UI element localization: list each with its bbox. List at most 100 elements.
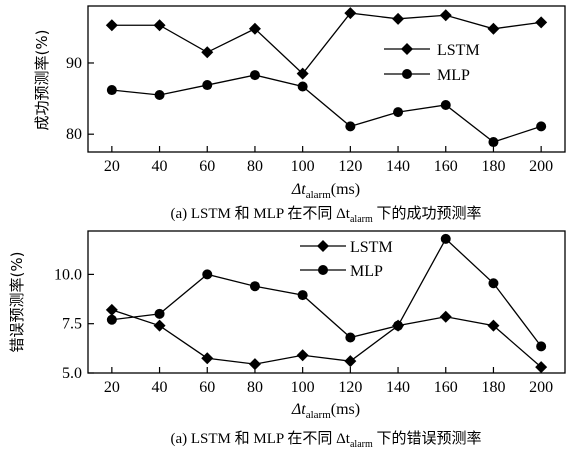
chart-2-series xyxy=(105,233,548,374)
chart-2-y-tick-label: 7.5 xyxy=(62,316,82,333)
chart-2-caption-sub: alarm xyxy=(350,439,373,450)
chart-2-x-axis-label: Δtalarm(ms) xyxy=(291,401,360,421)
chart-2-lstm-point xyxy=(487,319,500,332)
chart-2: 20 40 60 80 100 120 140 160 180 200 5.0 7.5 10.0 错误预… xyxy=(8,230,566,450)
chart-2-mlp-point xyxy=(297,290,308,301)
chart-1-lstm-point xyxy=(153,19,166,32)
chart-2-plot-frame xyxy=(87,230,566,374)
chart-1-x-tick-label: 100 xyxy=(291,158,315,175)
chart-2-x-tick-label: 140 xyxy=(386,379,410,396)
chart-1-legend-lstm-label: LSTM xyxy=(437,42,480,59)
chart-2-legend-mlp-marker xyxy=(318,265,328,275)
chart-2-mlp-point xyxy=(154,308,165,319)
chart-2-mlp-point xyxy=(202,269,213,280)
chart-2-x-tick-label: 20 xyxy=(104,379,120,396)
chart-1-x-axis-label-main: Δt xyxy=(291,181,306,198)
chart-1-mlp-point xyxy=(154,90,165,101)
chart-1-x-tick-label: 20 xyxy=(104,158,120,175)
chart-1-lstm-point xyxy=(296,67,309,80)
chart-1-x-axis-label-sub: alarm xyxy=(306,189,331,201)
chart-2-legend-lstm-label: LSTM xyxy=(350,239,393,256)
chart-2-x-tick-label: 120 xyxy=(338,379,362,396)
chart-1-mlp-point xyxy=(249,70,260,81)
chart-1-mlp-point xyxy=(536,121,547,132)
chart-1-x-tick-label: 200 xyxy=(529,158,553,175)
chart-1-legend-lstm-marker xyxy=(401,43,413,55)
chart-2-x-tick-label: 80 xyxy=(247,379,263,396)
chart-1-caption-post: 下的成功预测率 xyxy=(373,205,482,222)
chart-1-legend-mlp-marker xyxy=(402,69,412,79)
chart-2-lstm-point xyxy=(201,352,214,365)
chart-1-plot-frame xyxy=(87,5,566,153)
chart-1-legend: LSTM MLP xyxy=(384,42,480,84)
chart-1-lstm-point xyxy=(439,9,452,22)
chart-2-caption: (a) LSTM 和 MLP 在不同 Δtalarm 下的错误预测率 xyxy=(170,430,481,450)
chart-1-x-tick-label: 60 xyxy=(199,158,215,175)
chart-1-x-axis-label-unit: (ms) xyxy=(331,181,360,198)
chart-1-y-axis-label: 成功预测率(%) xyxy=(33,30,51,131)
chart-1-legend-mlp-label: MLP xyxy=(437,67,470,84)
chart-2-x-tick-label: 200 xyxy=(529,379,553,396)
chart-1-y-tick-label: 80 xyxy=(66,126,82,143)
chart-2-mlp-point xyxy=(440,233,451,244)
chart-2-ticks: 20 40 60 80 100 120 140 160 180 200 5.0 7.5 10.0 xyxy=(54,266,553,396)
chart-2-lstm-point xyxy=(296,349,309,362)
chart-2-y-tick-label: 5.0 xyxy=(62,365,82,382)
chart-1-series-lstm-line xyxy=(111,12,542,75)
chart-1-mlp-point xyxy=(440,99,451,110)
chart-2-mlp-point xyxy=(488,278,499,289)
chart-1-x-tick-label: 160 xyxy=(434,158,458,175)
chart-1-caption-pre: (a) LSTM 和 MLP 在不同 Δt xyxy=(170,205,350,222)
chart-1-ticks: 20 40 60 80 100 120 140 160 180 200 80 90 xyxy=(66,55,553,175)
chart-2-x-tick-label: 160 xyxy=(434,379,458,396)
chart-1-x-tick-label: 140 xyxy=(386,158,410,175)
chart-1-lstm-point xyxy=(248,22,261,35)
chart-1-x-axis-label: Δtalarm(ms) xyxy=(291,181,360,201)
chart-1-y-tick-label: 90 xyxy=(66,55,82,72)
chart-2-caption-pre: (a) LSTM 和 MLP 在不同 Δt xyxy=(170,430,350,447)
chart-2-mlp-point xyxy=(249,281,260,292)
chart-1-lstm-point xyxy=(105,19,118,32)
chart-1-mlp-point xyxy=(345,121,356,132)
chart-2-y-axis-label: 错误预测率(%) xyxy=(8,252,26,353)
chart-2-lstm-point xyxy=(105,303,118,316)
chart-2-x-tick-label: 100 xyxy=(291,379,315,396)
chart-2-lstm-point xyxy=(535,361,548,374)
chart-1-mlp-point xyxy=(106,85,117,96)
chart-1-series-mlp-line xyxy=(111,74,542,143)
chart-2-mlp-point xyxy=(106,314,117,325)
chart-1-x-tick-label: 180 xyxy=(481,158,505,175)
chart-2-mlp-point xyxy=(536,341,547,352)
chart-2-x-axis-label-sub: alarm xyxy=(306,409,331,421)
chart-2-lstm-point xyxy=(344,355,357,368)
chart-2-x-axis-label-main: Δt xyxy=(291,401,306,418)
chart-2-mlp-point xyxy=(345,332,356,343)
chart-1-mlp-point xyxy=(297,81,308,92)
chart-1-mlp-point xyxy=(393,107,404,118)
chart-2-caption-post: 下的错误预测率 xyxy=(373,430,482,447)
chart-2-x-axis-label-unit: (ms) xyxy=(331,401,360,418)
chart-2-series-lstm-line xyxy=(111,309,542,368)
chart-1-mlp-point xyxy=(202,80,213,91)
chart-1-caption: (a) LSTM 和 MLP 在不同 Δtalarm 下的成功预测率 xyxy=(170,205,481,225)
chart-2-legend-lstm-marker xyxy=(317,240,329,252)
chart-1-caption-sub: alarm xyxy=(350,214,373,225)
chart-2-mlp-point xyxy=(393,320,404,331)
chart-2-lstm-point xyxy=(248,358,261,371)
chart-2-legend: LSTM MLP xyxy=(300,239,393,280)
chart-2-y-tick-label: 10.0 xyxy=(54,266,82,283)
chart-1-lstm-point xyxy=(487,22,500,35)
chart-2-x-tick-label: 180 xyxy=(481,379,505,396)
chart-2-x-tick-label: 40 xyxy=(152,379,168,396)
chart-2-lstm-point xyxy=(153,319,166,332)
chart-2-legend-mlp-label: MLP xyxy=(350,263,383,280)
chart-1-lstm-point xyxy=(392,12,405,25)
chart-1-x-tick-label: 40 xyxy=(152,158,168,175)
chart-2-x-tick-label: 60 xyxy=(199,379,215,396)
chart-1-lstm-point xyxy=(201,46,214,59)
chart-1-mlp-point xyxy=(488,137,499,148)
chart-1-lstm-point xyxy=(344,7,357,20)
chart-1-lstm-point xyxy=(535,16,548,29)
